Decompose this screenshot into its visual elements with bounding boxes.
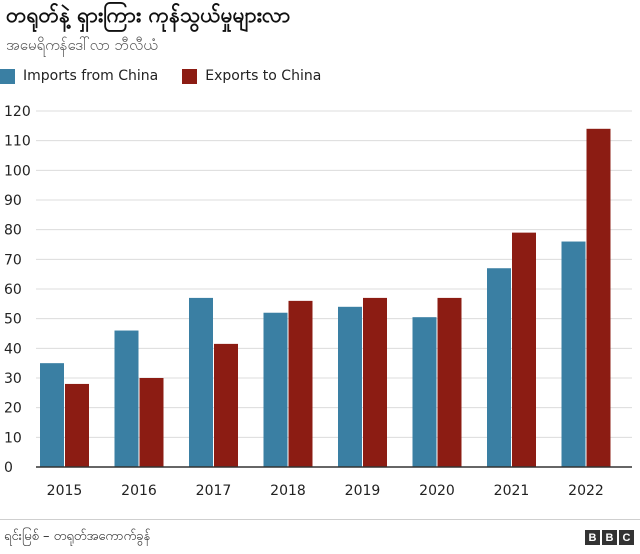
bar-imports-2016 xyxy=(114,330,139,467)
bar-exports-2020 xyxy=(437,297,462,467)
y-tick-label: 30 xyxy=(4,371,22,387)
legend-swatch-imports xyxy=(0,68,15,84)
legend-label-imports: Imports from China xyxy=(23,68,159,84)
chart-title: တရုတ်နဲ့ ရှားကြား ကုန်သွယ်မှုများလာ xyxy=(6,3,291,27)
bar-chart: 0 10 20 30 40 50 60 70 80 90 100 110 120 2015 2016 2017… xyxy=(4,104,632,499)
y-tick-label: 120 xyxy=(4,104,31,120)
x-tick-label: 2021 xyxy=(494,483,530,499)
bar-exports-2017 xyxy=(214,343,238,467)
legend-label-exports: Exports to China xyxy=(205,68,322,84)
y-tick-label: 110 xyxy=(4,134,31,150)
y-tick-label: 0 xyxy=(4,460,13,476)
y-tick-label: 90 xyxy=(4,193,22,209)
x-tick-label: 2015 xyxy=(47,483,83,499)
bar-exports-2019 xyxy=(363,297,387,467)
bar-imports-2021 xyxy=(487,268,511,467)
bar-exports-2015 xyxy=(65,383,89,467)
x-tick-label: 2017 xyxy=(196,483,232,499)
source-note: ရင်းမြစ် – တရုတ်အကောက်ခွန် xyxy=(4,529,151,544)
bar-exports-2021 xyxy=(512,232,536,467)
legend-item-imports: Imports from China xyxy=(0,68,158,84)
x-tick-label: 2022 xyxy=(568,483,604,499)
x-tick-label: 2020 xyxy=(419,483,455,499)
footer-divider xyxy=(0,519,640,520)
y-tick-label: 60 xyxy=(4,282,22,298)
x-tick-label: 2019 xyxy=(345,483,381,499)
y-tick-label: 100 xyxy=(4,163,31,179)
y-tick-label: 50 xyxy=(4,312,22,328)
bar-imports-2020 xyxy=(412,317,437,467)
bar-imports-2017 xyxy=(189,297,213,467)
y-tick-label: 10 xyxy=(4,430,22,446)
chart-subtitle: အမေရိကန်ဒေါ်လာ ဘီလီယံ xyxy=(6,36,158,54)
y-tick-label: 40 xyxy=(4,341,22,357)
logo-letter-b1: B xyxy=(585,530,600,545)
y-tick-label: 70 xyxy=(4,252,22,268)
y-tick-label: 20 xyxy=(4,401,22,417)
legend-swatch-exports xyxy=(182,68,198,84)
legend: Imports from China Exports to China xyxy=(0,66,345,86)
legend-item-exports: Exports to China xyxy=(182,68,321,84)
x-tick-label: 2016 xyxy=(121,483,157,499)
bar-imports-2018 xyxy=(263,312,288,467)
bar-imports-2022 xyxy=(561,241,586,467)
logo-letter-c: C xyxy=(619,530,634,545)
bbc-logo: B B C xyxy=(585,530,634,545)
y-tick-label: 80 xyxy=(4,223,22,239)
bar-imports-2015 xyxy=(40,363,64,467)
bar-exports-2016 xyxy=(139,378,164,467)
x-tick-label: 2018 xyxy=(270,483,306,499)
bar-imports-2019 xyxy=(338,306,362,467)
logo-letter-b2: B xyxy=(602,530,617,545)
bar-exports-2022 xyxy=(586,128,611,468)
bar-exports-2018 xyxy=(288,300,313,467)
